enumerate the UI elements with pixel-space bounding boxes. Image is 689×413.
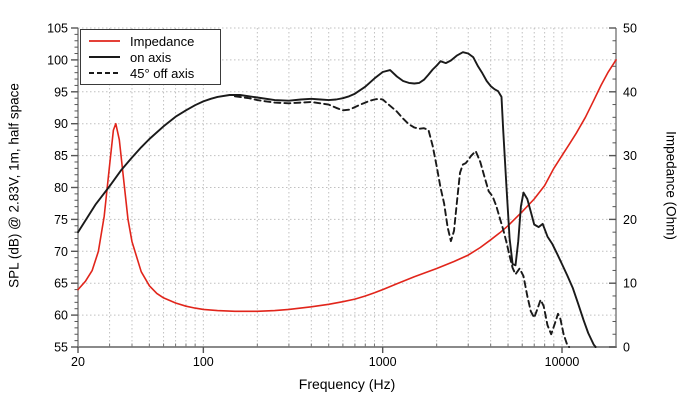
y-right-tick-label: 30 xyxy=(623,149,637,163)
impedance-curve xyxy=(77,59,617,313)
y-right-tick-label: 20 xyxy=(623,213,637,227)
x-axis-label: Frequency (Hz) xyxy=(298,376,396,392)
y-left-tick-label: 65 xyxy=(54,277,68,291)
legend: Impedance on axis 45° off axis xyxy=(80,29,221,85)
x-tick-label: 20 xyxy=(71,355,85,369)
y-left-tick-label: 90 xyxy=(54,117,68,131)
gridlines xyxy=(78,27,616,347)
y-right-tick-label: 0 xyxy=(623,341,630,355)
on-axis-curve xyxy=(77,51,597,348)
legend-item-impedance: Impedance xyxy=(88,33,220,49)
legend-label-impedance: Impedance xyxy=(130,33,195,49)
y-right-tick-label: 40 xyxy=(623,85,637,99)
legend-item-on-axis: on axis xyxy=(88,49,220,65)
y-axis-label-right: Impedance (Ohm) xyxy=(663,131,679,240)
y-left-tick-label: 95 xyxy=(54,85,68,99)
y-left-tick-label: 75 xyxy=(54,213,68,227)
legend-line-impedance-icon xyxy=(89,40,120,42)
y-axis-right-ticks: 0 10 20 30 40 50 xyxy=(609,22,637,355)
y-left-tick-label: 55 xyxy=(54,341,68,355)
y-left-tick-label: 85 xyxy=(54,149,68,163)
y-axis-left-ticks: 55 60 65 70 75 80 85 90 95 100 105 xyxy=(47,22,78,355)
legend-label-off-axis: 45° off axis xyxy=(130,65,195,81)
x-tick-label: 100 xyxy=(193,355,214,369)
y-left-tick-label: 80 xyxy=(54,181,68,195)
y-right-tick-label: 50 xyxy=(623,22,637,36)
legend-label-on-axis: on axis xyxy=(130,49,172,65)
x-tick-label: 1000 xyxy=(369,355,397,369)
legend-item-off-axis: 45° off axis xyxy=(88,65,220,81)
legend-line-off-axis-icon xyxy=(89,72,120,74)
off-axis-curve xyxy=(233,95,571,348)
y-right-tick-label: 10 xyxy=(623,277,637,291)
y-left-tick-label: 100 xyxy=(47,53,68,67)
y-axis-label-left: SPL (dB) @ 2.83V, 1m, half space xyxy=(6,83,22,288)
legend-line-on-axis-icon xyxy=(89,56,120,58)
y-left-tick-label: 60 xyxy=(54,309,68,323)
x-axis-ticks: 20 100 1000 10000 xyxy=(71,343,580,369)
y-left-tick-label: 70 xyxy=(54,245,68,259)
x-tick-label: 10000 xyxy=(545,355,580,369)
y-left-tick-label: 105 xyxy=(47,22,68,36)
